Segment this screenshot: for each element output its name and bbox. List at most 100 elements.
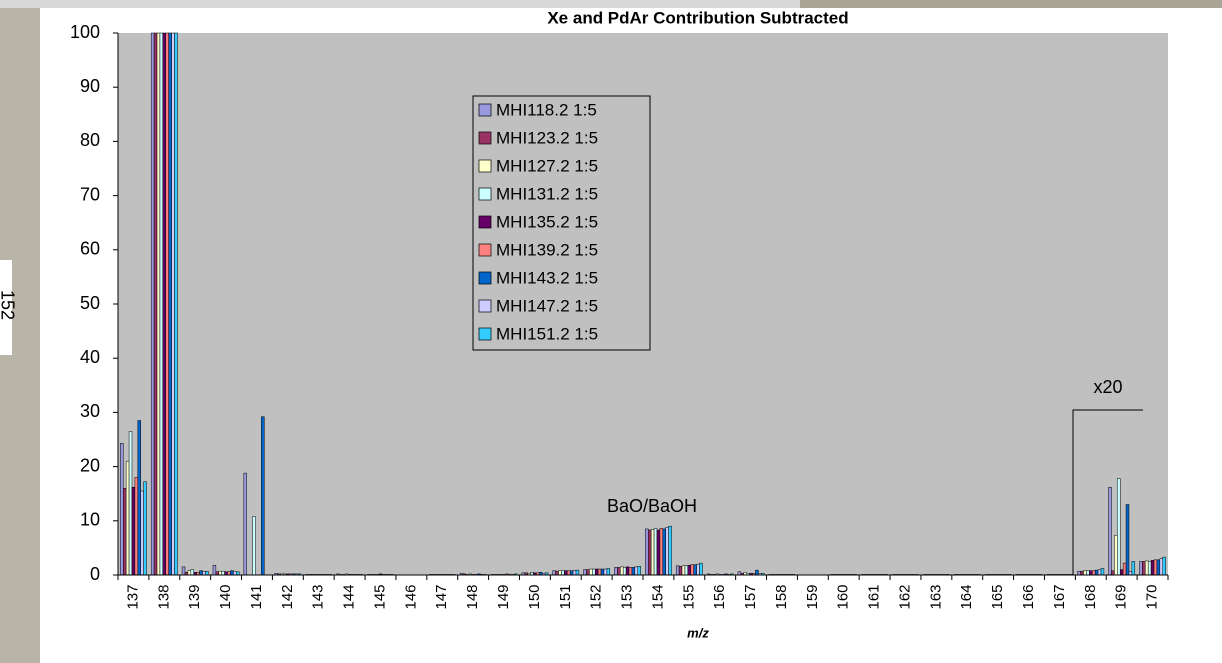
x-tick-label: 161 <box>866 584 883 609</box>
bar <box>1114 535 1117 575</box>
x-tick-label: 153 <box>619 584 636 609</box>
legend-swatch <box>479 244 491 256</box>
x-tick-label: 140 <box>217 584 234 609</box>
x-tick-label: 164 <box>958 584 975 609</box>
bar <box>669 526 672 575</box>
bar <box>1117 479 1120 575</box>
bar <box>1145 561 1148 575</box>
bar <box>1092 571 1095 575</box>
legend-label: MHI135.2 1:5 <box>496 212 598 231</box>
x-tick-label: 150 <box>526 584 543 609</box>
bar <box>685 566 688 575</box>
legend-swatch <box>479 216 491 228</box>
legend-swatch <box>479 160 491 172</box>
bar <box>1132 561 1135 575</box>
x-tick-label: 138 <box>155 584 172 609</box>
annotation: BaO/BaOH <box>607 496 697 516</box>
x-tick-label: 151 <box>557 584 574 609</box>
bar <box>617 567 620 575</box>
bar <box>1089 571 1092 575</box>
bar <box>632 567 635 575</box>
bar <box>620 567 623 575</box>
legend-label: MHI139.2 1:5 <box>496 240 598 259</box>
bar <box>205 571 208 575</box>
legend-swatch <box>479 272 491 284</box>
chart-title: Xe and PdAr Contribution Subtracted <box>547 8 848 27</box>
y-tick-label: 30 <box>80 401 100 421</box>
x-tick-label: 158 <box>773 584 790 609</box>
bar <box>688 565 691 575</box>
bar <box>556 571 559 575</box>
bar <box>182 567 185 575</box>
bar <box>1139 561 1142 575</box>
y-tick-label: 80 <box>80 130 100 150</box>
y-tick-label: 50 <box>80 293 100 313</box>
bar <box>651 529 654 575</box>
bar <box>1142 561 1145 575</box>
x-tick-label: 162 <box>896 584 913 609</box>
bar <box>570 571 573 575</box>
bar <box>654 528 657 575</box>
bar <box>144 482 147 575</box>
legend-label: MHI131.2 1:5 <box>496 184 598 203</box>
bar <box>166 33 169 575</box>
bar <box>138 421 141 575</box>
bar <box>1111 571 1114 575</box>
y-tick-label: 0 <box>90 564 100 584</box>
bar <box>697 564 700 575</box>
bar <box>1081 571 1084 575</box>
bar <box>635 567 638 575</box>
bar <box>1120 570 1123 575</box>
legend-label: MHI118.2 1:5 <box>496 100 597 119</box>
bar <box>679 566 682 575</box>
bar <box>261 417 264 575</box>
bar <box>169 33 172 575</box>
bar <box>244 473 247 575</box>
bar <box>553 571 556 575</box>
bar <box>660 528 663 575</box>
annotation: x20 <box>1093 377 1122 397</box>
bar <box>132 487 135 575</box>
bar <box>648 530 651 575</box>
legend-swatch <box>479 132 491 144</box>
bar <box>141 491 144 575</box>
legend-label: MHI127.2 1:5 <box>496 156 598 175</box>
bar <box>589 569 592 575</box>
x-tick-label: 157 <box>742 584 759 609</box>
bar <box>586 570 589 575</box>
x-tick-label: 160 <box>835 584 852 609</box>
bar <box>1101 568 1104 575</box>
bar <box>1095 570 1098 575</box>
bar <box>564 571 567 575</box>
bar <box>657 530 660 575</box>
bar <box>219 571 222 575</box>
legend-label: MHI147.2 1:5 <box>496 296 598 315</box>
legend-label: MHI151.2 1:5 <box>496 324 598 343</box>
y-tick-label: 40 <box>80 347 100 367</box>
bar <box>691 565 694 575</box>
y-tick-label: 20 <box>80 455 100 475</box>
x-tick-label: 166 <box>1020 584 1037 609</box>
x-axis-label: m/z <box>687 625 709 640</box>
bar <box>200 571 203 575</box>
bar <box>700 563 703 575</box>
x-tick-label: 146 <box>402 584 419 609</box>
bar <box>559 571 562 575</box>
bar <box>573 571 576 575</box>
bar <box>1098 570 1101 575</box>
bar <box>230 571 233 575</box>
x-tick-label: 169 <box>1113 584 1130 609</box>
legend-swatch <box>479 188 491 200</box>
bar <box>623 567 626 575</box>
bar <box>694 565 697 575</box>
legend-label: MHI143.2 1:5 <box>496 268 598 287</box>
bar <box>645 529 648 575</box>
x-tick-label: 139 <box>186 584 203 609</box>
x-tick-label: 141 <box>248 584 265 609</box>
x-tick-label: 168 <box>1082 584 1099 609</box>
bar <box>1086 571 1089 575</box>
bar <box>1154 560 1157 575</box>
chart: 152 Xe and PdAr Contribution Subtracted … <box>0 0 1222 663</box>
bar <box>172 33 175 575</box>
bar <box>135 477 138 575</box>
